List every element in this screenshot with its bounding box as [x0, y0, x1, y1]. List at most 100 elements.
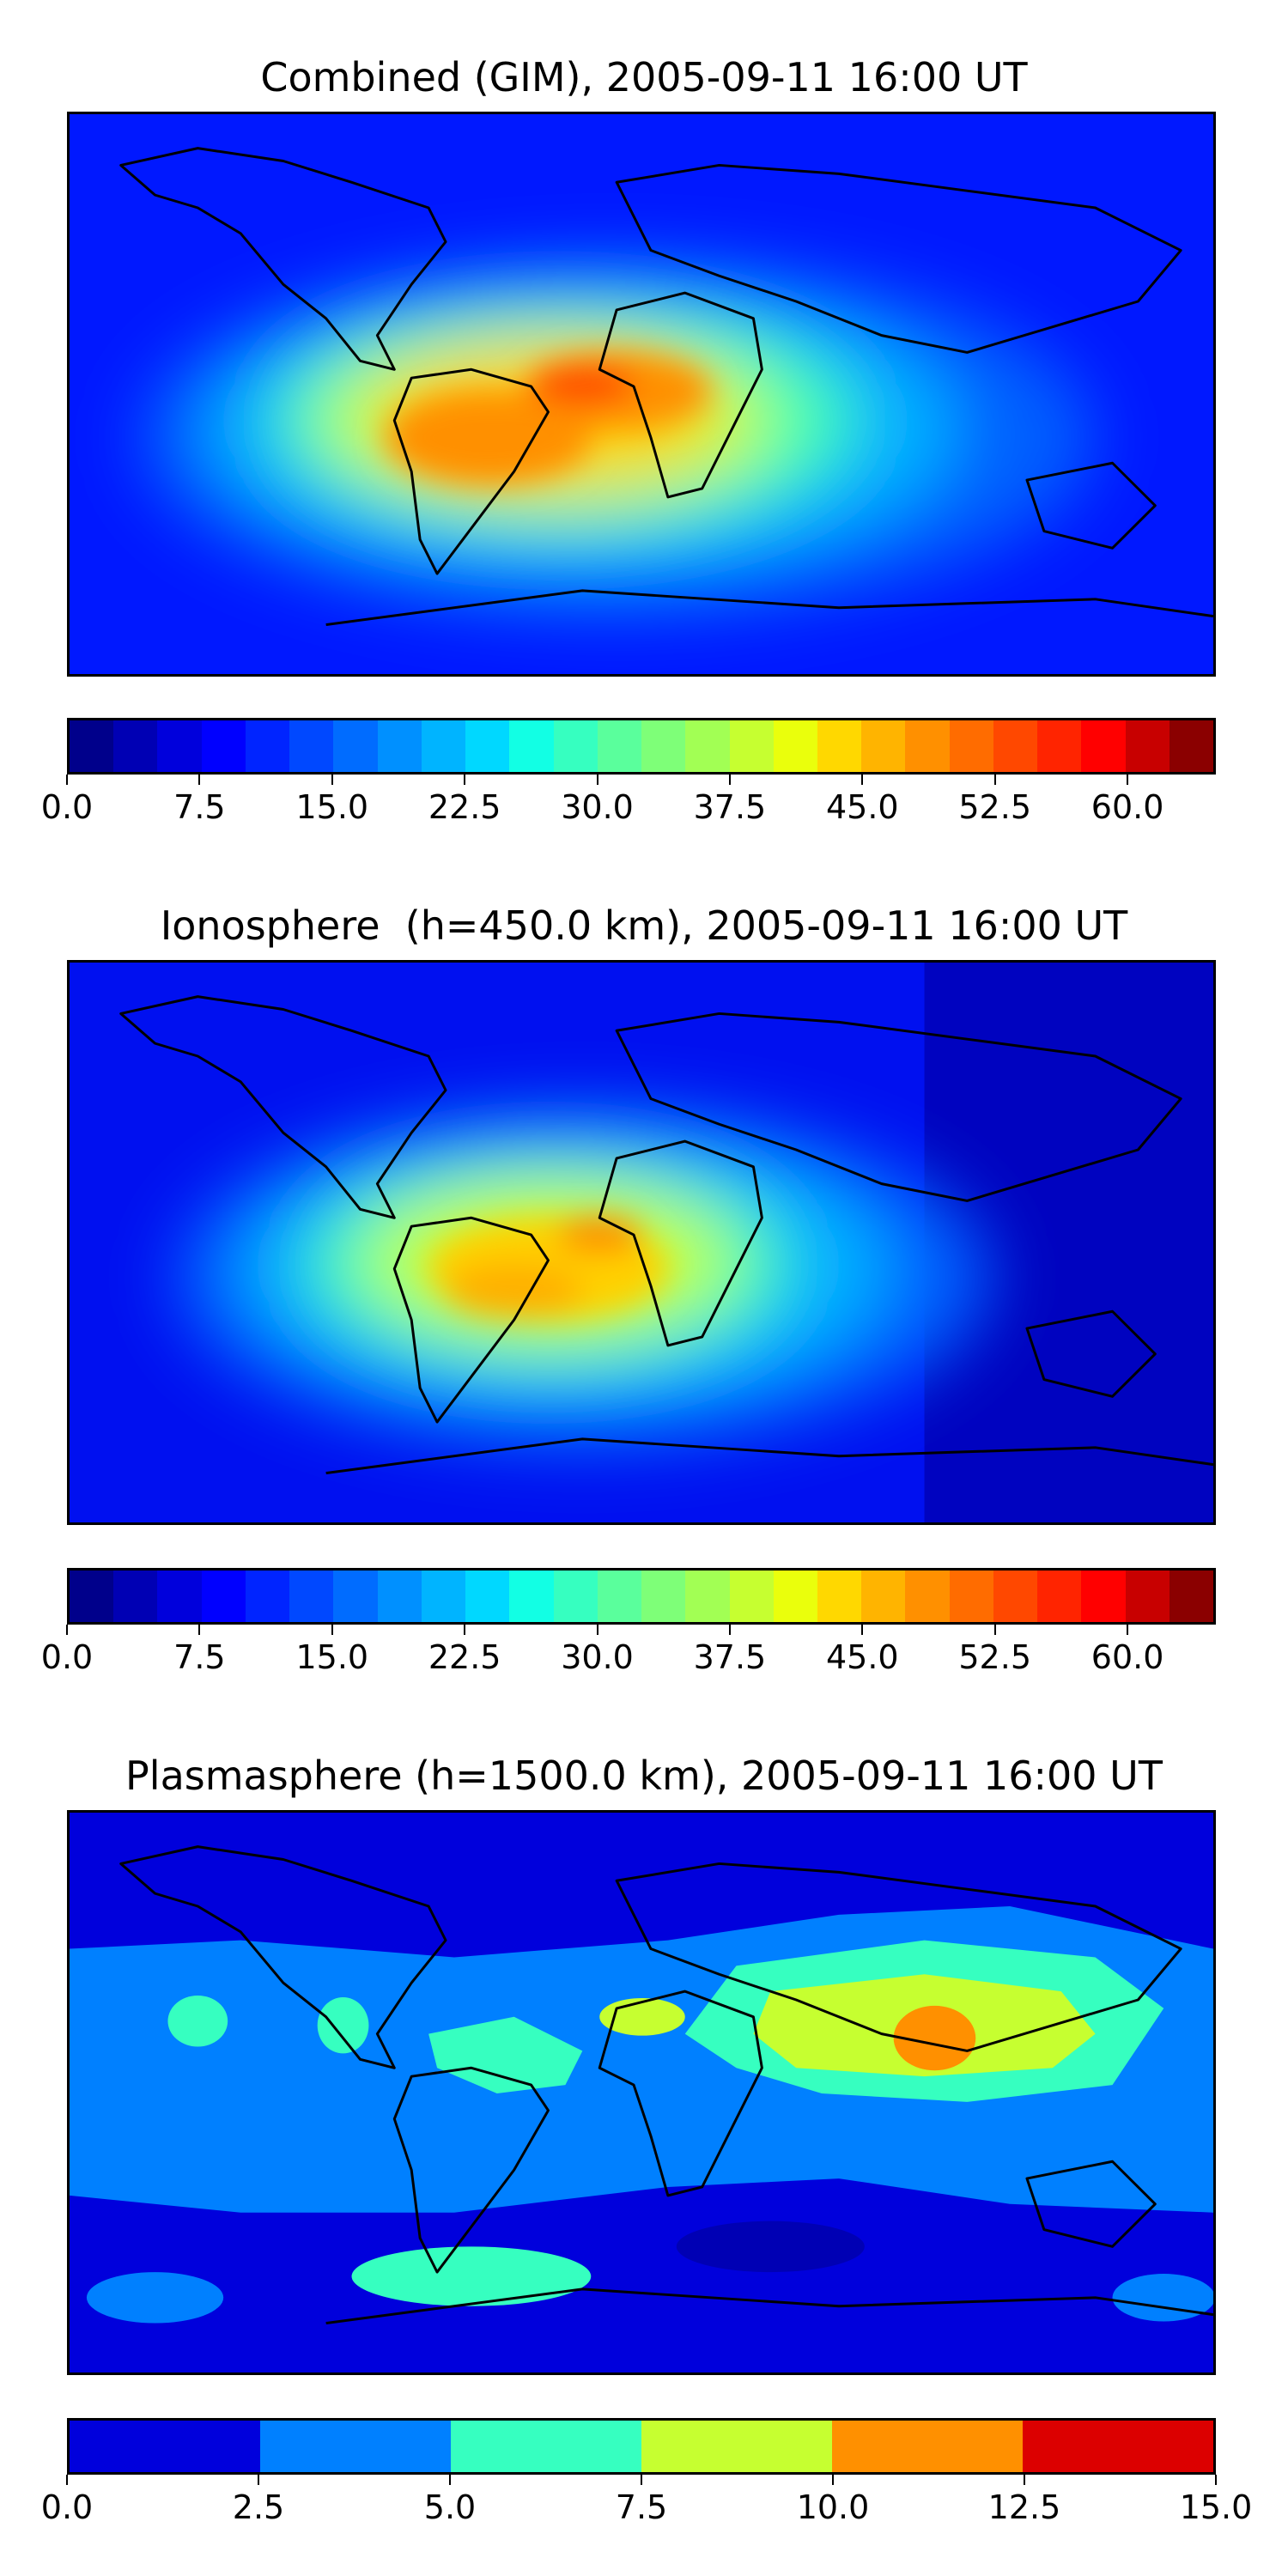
panel2-coastlines [119, 995, 1213, 1475]
colorbar-level-17 [773, 720, 817, 772]
colorbar-level-6 [1023, 2421, 1213, 2472]
colorbar-level-3 [157, 1571, 202, 1622]
panel2-title: Ionosphere (h=450.0 km), 2005-09-11 16:0… [160, 902, 1128, 949]
colorbar-level-13 [597, 1571, 642, 1622]
colorbar-level-14 [641, 720, 686, 772]
tick-label: 37.5 [693, 1638, 767, 1676]
colorbar-level-10 [465, 1571, 510, 1622]
tick-label: 0.0 [40, 1638, 94, 1676]
colorbar-level-22 [993, 1571, 1038, 1622]
colorbar-level-2 [113, 720, 158, 772]
tick-label: 0.0 [40, 2488, 94, 2526]
tick-label: 15.0 [295, 1638, 369, 1676]
colorbar-level-4 [201, 1571, 246, 1622]
panel1-colorbar-ticks: 0.0 7.5 15.0 22.5 30.0 37.5 45.0 52.5 60… [41, 775, 1216, 826]
colorbar-level-26 [1169, 720, 1213, 772]
colorbar-level-13 [597, 720, 642, 772]
colorbar-level-2 [260, 2421, 451, 2472]
colorbar-level-24 [1081, 720, 1126, 772]
colorbar-level-12 [553, 1571, 598, 1622]
tick-label: 7.5 [615, 2488, 668, 2526]
colorbar-level-18 [817, 720, 862, 772]
colorbar-level-21 [949, 1571, 993, 1622]
panel1-coastlines [119, 147, 1213, 627]
colorbar-level-25 [1125, 1571, 1170, 1622]
colorbar-level-21 [949, 720, 993, 772]
panel3-map [67, 1810, 1216, 2375]
tick-label: 60.0 [1091, 788, 1164, 826]
colorbar-level-16 [729, 720, 774, 772]
colorbar-level-4 [641, 2421, 832, 2472]
colorbar-level-9 [421, 720, 466, 772]
panel1-map [67, 112, 1216, 677]
tick-label: 30.0 [561, 1638, 634, 1676]
colorbar-level-23 [1037, 720, 1082, 772]
colorbar-level-1 [70, 720, 114, 772]
colorbar-level-12 [553, 720, 598, 772]
colorbar-level-24 [1081, 1571, 1126, 1622]
tick-label: 15.0 [295, 788, 369, 826]
colorbar-level-5 [245, 1571, 290, 1622]
tick-label: 45.0 [825, 1638, 899, 1676]
panel3-colorbar-ticks: 0.0 2.5 5.0 7.5 10.0 12.5 15.0 [41, 2475, 1252, 2526]
colorbar-level-26 [1169, 1571, 1213, 1622]
colorbar-level-7 [333, 1571, 378, 1622]
tick-label: 0.0 [40, 788, 94, 826]
panel1-field [70, 114, 1213, 674]
colorbar-level-7 [333, 720, 378, 772]
colorbar-level-2 [113, 1571, 158, 1622]
panel3-coastlines [119, 1845, 1213, 2325]
tick-label: 52.5 [958, 788, 1031, 826]
colorbar-level-3 [451, 2421, 641, 2472]
panel2-field [70, 963, 1213, 1522]
colorbar-level-17 [773, 1571, 817, 1622]
tick-label: 15.0 [1179, 2488, 1253, 2526]
tick-label: 45.0 [825, 788, 899, 826]
colorbar-level-19 [861, 720, 906, 772]
colorbar-level-25 [1125, 720, 1170, 772]
colorbar-level-8 [377, 1571, 422, 1622]
tick-label: 22.5 [428, 1638, 501, 1676]
tick-label: 52.5 [958, 1638, 1031, 1676]
tick-label: 60.0 [1091, 1638, 1164, 1676]
panel2-map [67, 960, 1216, 1525]
colorbar-level-4 [201, 720, 246, 772]
colorbar-level-5 [832, 2421, 1023, 2472]
panel1-title: Combined (GIM), 2005-09-11 16:00 UT [260, 54, 1028, 100]
colorbar-level-1 [70, 2421, 260, 2472]
tick-label: 37.5 [693, 788, 767, 826]
tick-label: 22.5 [428, 788, 501, 826]
colorbar-level-6 [289, 1571, 334, 1622]
tick-label: 5.0 [423, 2488, 477, 2526]
colorbar-level-11 [509, 720, 554, 772]
colorbar-level-18 [817, 1571, 862, 1622]
colorbar-level-11 [509, 1571, 554, 1622]
colorbar-level-23 [1037, 1571, 1082, 1622]
colorbar-level-5 [245, 720, 290, 772]
panel2-colorbar [67, 1568, 1216, 1625]
tick-label: 2.5 [232, 2488, 285, 2526]
panel3-colorbar [67, 2418, 1216, 2475]
colorbar-level-3 [157, 720, 202, 772]
colorbar-level-19 [861, 1571, 906, 1622]
colorbar-level-14 [641, 1571, 686, 1622]
tick-label: 12.5 [987, 2488, 1061, 2526]
colorbar-level-6 [289, 720, 334, 772]
panel3-field [70, 1813, 1213, 2372]
colorbar-level-10 [465, 720, 510, 772]
panel2-colorbar-ticks: 0.0 7.5 15.0 22.5 30.0 37.5 45.0 52.5 60… [41, 1625, 1216, 1676]
colorbar-level-9 [421, 1571, 466, 1622]
colorbar-level-22 [993, 720, 1038, 772]
colorbar-level-20 [905, 1571, 950, 1622]
colorbar-level-20 [905, 720, 950, 772]
panel1-colorbar [67, 718, 1216, 775]
panel3-title: Plasmasphere (h=1500.0 km), 2005-09-11 1… [125, 1753, 1163, 1799]
tick-label: 7.5 [173, 788, 226, 826]
tick-label: 7.5 [173, 1638, 226, 1676]
tick-label: 30.0 [561, 788, 634, 826]
colorbar-level-15 [685, 720, 730, 772]
colorbar-level-8 [377, 720, 422, 772]
tick-label: 10.0 [796, 2488, 870, 2526]
colorbar-level-1 [70, 1571, 114, 1622]
colorbar-level-16 [729, 1571, 774, 1622]
